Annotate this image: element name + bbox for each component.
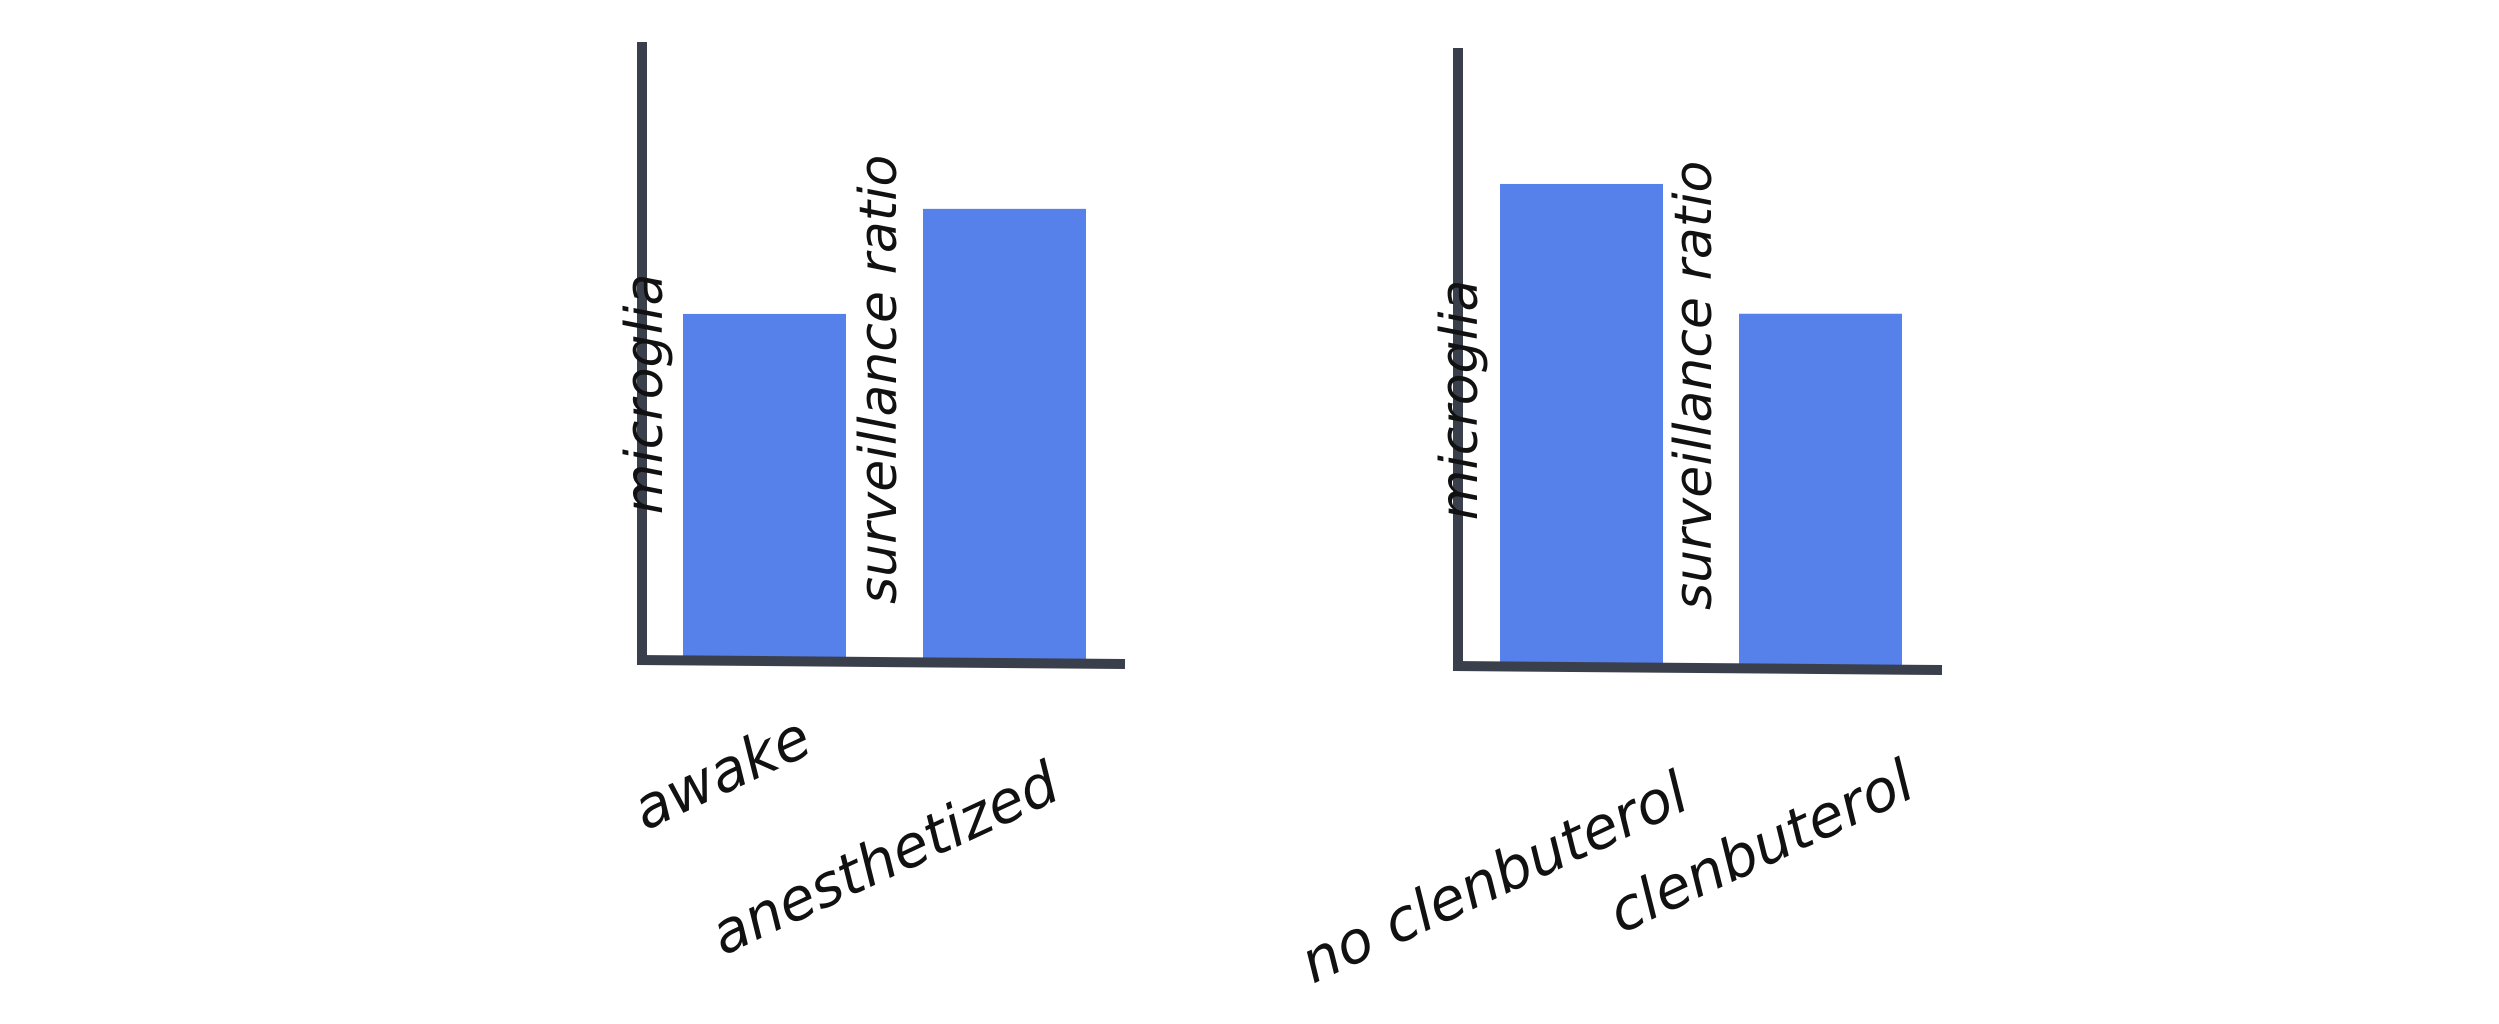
chart-2-x-axis (1452, 661, 1943, 675)
chart-1-bar-anesthetized (923, 208, 1086, 661)
chart-1-bar-awake (683, 313, 846, 660)
chart-2 (1452, 48, 1943, 675)
chart-2-bar-clenbuterol (1739, 313, 1902, 666)
chart-2-y-axis-label-line-1: microglia (1430, 279, 1490, 521)
chart-2-bar-no-clenbuterol (1500, 183, 1663, 666)
chart-1-y-axis-label: microglia surveillance ratio (450, 155, 909, 604)
chart-1 (636, 42, 1126, 669)
chart-1-x-axis (636, 655, 1126, 669)
chart-1-y-axis-label-line-2: surveillance ratio (849, 154, 909, 604)
chart-2-y-axis-label: microglia surveillance ratio (1265, 161, 1724, 610)
chart-2-y-axis-label-line-2: surveillance ratio (1664, 160, 1724, 610)
chart-1-y-axis-label-line-1: microglia (615, 273, 675, 515)
